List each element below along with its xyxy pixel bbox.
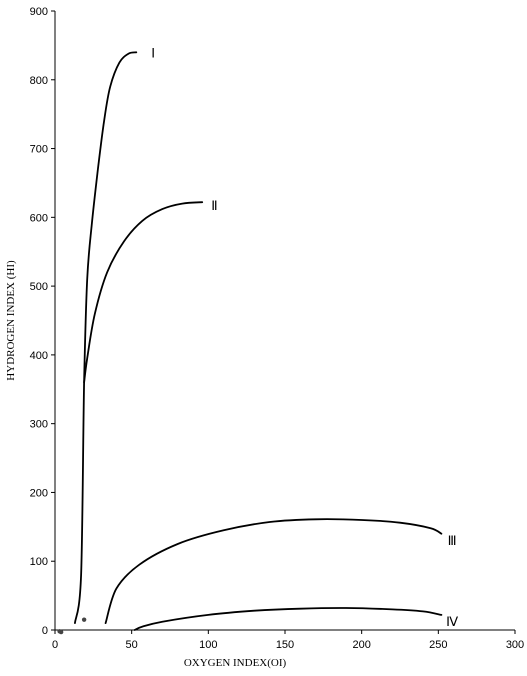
- series-label-4: Ⅳ: [446, 614, 458, 629]
- y-axis-title: HYDROGEN INDEX (HI): [5, 260, 17, 381]
- x-tick-label: 0: [52, 639, 58, 651]
- y-tick-label: 200: [30, 487, 48, 499]
- y-tick-label: 900: [30, 6, 48, 18]
- x-tick-label: 50: [126, 639, 138, 651]
- data-point: [58, 629, 64, 635]
- y-tick-label: 0: [42, 625, 48, 637]
- axes: 0 100 200 300 400 500 600 700 800 900 0 50 100 150 200…: [30, 6, 525, 651]
- series-label-3: Ⅲ: [448, 533, 457, 548]
- y-tick-label: 600: [30, 212, 48, 224]
- y-tick-label: 300: [30, 419, 48, 431]
- series-line-3: [104, 518, 443, 624]
- series-line-1: [74, 51, 138, 624]
- x-tick-label: 250: [429, 639, 447, 651]
- curve-labels: Ⅰ Ⅱ Ⅲ Ⅳ: [151, 45, 458, 629]
- series-line-4: [133, 607, 443, 631]
- x-tick-label: 300: [506, 639, 524, 651]
- data-point: [81, 617, 87, 622]
- series-line-2: [83, 201, 204, 384]
- x-tick-label: 100: [199, 639, 217, 651]
- curves: [57, 51, 443, 635]
- x-tick-label: 200: [352, 639, 370, 651]
- x-axis-title: OXYGEN INDEX(OI): [184, 657, 287, 669]
- series-label-1: Ⅰ: [151, 45, 155, 60]
- y-tick-label: 400: [30, 350, 48, 362]
- series-label-2: Ⅱ: [211, 198, 217, 213]
- y-tick-label: 800: [30, 75, 48, 87]
- y-tick-label: 500: [30, 281, 48, 293]
- x-tick-label: 150: [276, 639, 294, 651]
- y-tick-label: 700: [30, 144, 48, 156]
- y-tick-label: 100: [30, 556, 48, 568]
